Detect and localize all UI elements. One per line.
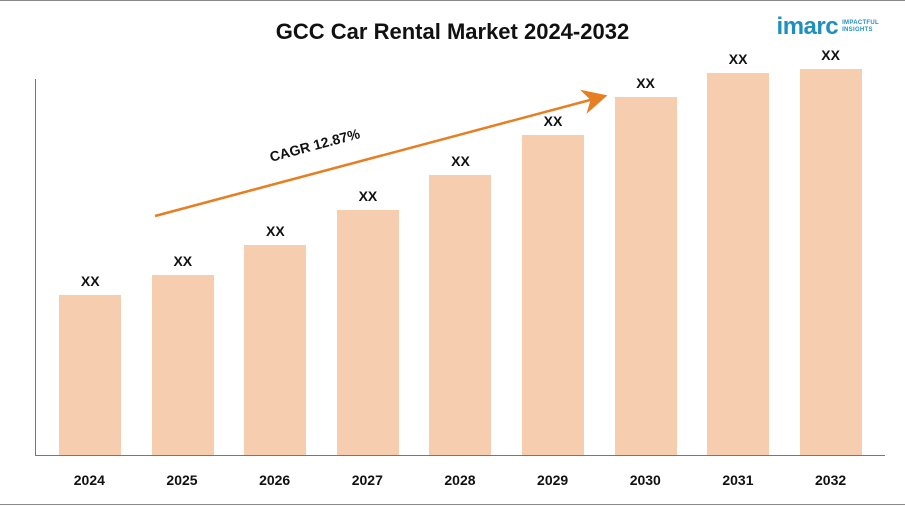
bar-2031: XX	[707, 51, 769, 455]
bar-rect	[522, 135, 584, 455]
bar-2027: XX	[337, 188, 399, 455]
bar-value-label: XX	[359, 188, 378, 204]
x-label-2029: 2029	[522, 472, 584, 488]
x-label-2030: 2030	[614, 472, 676, 488]
bar-rect	[615, 97, 677, 455]
bar-2024: XX	[59, 273, 121, 455]
bar-rect	[707, 73, 769, 455]
bar-value-label: XX	[173, 253, 192, 269]
bar-rect	[152, 275, 214, 455]
bar-value-label: XX	[266, 223, 285, 239]
bar-2029: XX	[522, 113, 584, 455]
bar-value-label: XX	[451, 153, 470, 169]
chart-frame: GCC Car Rental Market 2024-2032 imarc IM…	[0, 0, 905, 505]
chart-title: GCC Car Rental Market 2024-2032	[0, 19, 905, 45]
logo-tagline-2: INSIGHTS	[842, 27, 879, 34]
x-axis-labels: 2024 2025 2026 2027 2028 2029 2030 2031 2032	[35, 472, 885, 488]
x-label-2024: 2024	[58, 472, 120, 488]
bar-value-label: XX	[544, 113, 563, 129]
bars-container: XXXXXXXXXXXXXXXXXX	[36, 79, 885, 455]
logo-tagline: IMPACTFUL INSIGHTS	[842, 20, 879, 34]
x-label-2028: 2028	[429, 472, 491, 488]
logo-text: imarc	[777, 13, 839, 41]
bar-2030: XX	[615, 75, 677, 455]
bar-value-label: XX	[821, 47, 840, 63]
bar-rect	[429, 175, 491, 455]
x-label-2025: 2025	[151, 472, 213, 488]
bar-value-label: XX	[636, 75, 655, 91]
brand-logo: imarc IMPACTFUL INSIGHTS	[777, 13, 879, 41]
bar-value-label: XX	[81, 273, 100, 289]
bar-rect	[59, 295, 121, 455]
x-label-2027: 2027	[336, 472, 398, 488]
bar-2026: XX	[244, 223, 306, 455]
x-label-2031: 2031	[707, 472, 769, 488]
bar-2032: XX	[800, 47, 862, 455]
logo-tagline-1: IMPACTFUL	[842, 20, 879, 27]
bar-rect	[800, 69, 862, 455]
bar-2028: XX	[429, 153, 491, 455]
plot-area: XXXXXXXXXXXXXXXXXX	[35, 79, 885, 456]
logo-word: imarc	[777, 13, 839, 40]
bar-value-label: XX	[729, 51, 748, 67]
bar-2025: XX	[152, 253, 214, 455]
bar-rect	[337, 210, 399, 455]
x-label-2026: 2026	[244, 472, 306, 488]
x-label-2032: 2032	[800, 472, 862, 488]
bar-rect	[244, 245, 306, 455]
